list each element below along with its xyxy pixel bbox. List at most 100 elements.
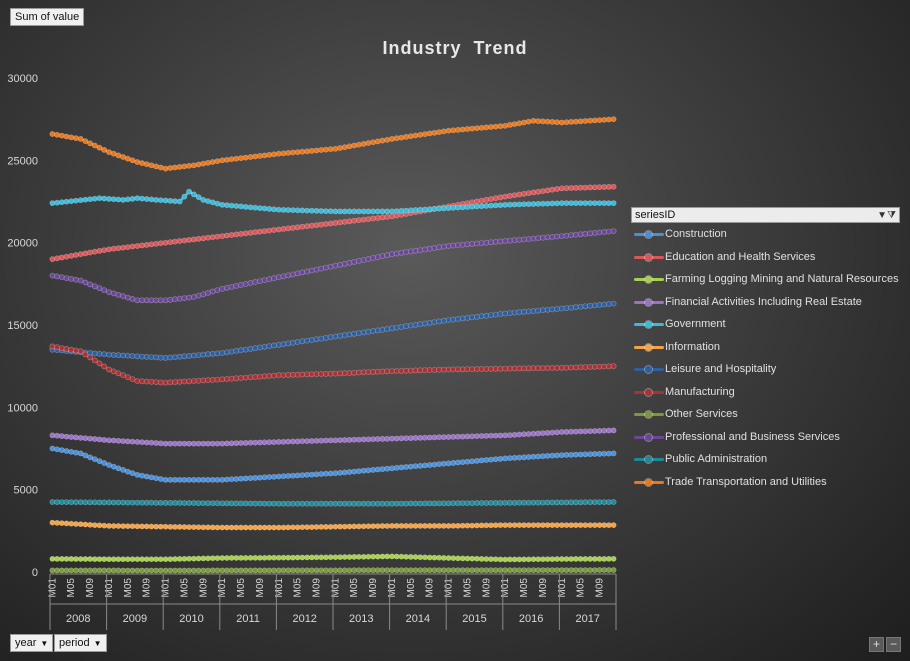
year-field-button[interactable]: year ▼ bbox=[10, 634, 54, 652]
data-point bbox=[610, 200, 617, 206]
data-point bbox=[412, 367, 419, 374]
data-point bbox=[73, 347, 79, 354]
data-point bbox=[610, 300, 617, 307]
data-point bbox=[455, 242, 461, 248]
data-point bbox=[582, 184, 589, 191]
data-point bbox=[525, 118, 532, 125]
data-point bbox=[549, 186, 556, 193]
data-point bbox=[488, 312, 494, 318]
legend-item: Other Services bbox=[631, 403, 900, 426]
data-point bbox=[271, 151, 277, 158]
period-tick-label: M05 bbox=[293, 578, 304, 598]
filter-dropdown-icon[interactable]: ▼⧩ bbox=[877, 210, 896, 221]
data-point bbox=[223, 202, 230, 209]
data-point bbox=[497, 522, 504, 528]
data-point bbox=[525, 190, 532, 196]
data-point bbox=[143, 196, 150, 202]
data-point bbox=[445, 317, 452, 323]
data-point bbox=[370, 215, 376, 222]
period-field-button[interactable]: period ▼ bbox=[54, 634, 107, 652]
data-point bbox=[190, 162, 197, 169]
legend-line-marker-icon bbox=[634, 433, 664, 441]
data-point bbox=[469, 125, 475, 132]
data-point bbox=[422, 462, 428, 469]
series-id-filter-button[interactable]: seriesID ▼⧩ bbox=[631, 207, 900, 223]
data-point bbox=[440, 205, 447, 212]
legend-label: Farming Logging Mining and Natural Resou… bbox=[665, 273, 899, 285]
data-point bbox=[351, 142, 358, 149]
data-point bbox=[106, 246, 112, 253]
y-tick-label: 30000 bbox=[7, 73, 38, 85]
data-point bbox=[143, 161, 150, 168]
data-point bbox=[195, 352, 202, 358]
data-point bbox=[96, 144, 103, 151]
data-point bbox=[355, 553, 362, 560]
data-point bbox=[327, 263, 334, 270]
data-point bbox=[87, 281, 93, 288]
expand-plus-icon[interactable]: + bbox=[869, 637, 884, 652]
data-point bbox=[120, 466, 126, 473]
data-point bbox=[285, 340, 292, 347]
data-point bbox=[247, 154, 254, 160]
data-point bbox=[299, 567, 306, 574]
data-point bbox=[73, 521, 79, 527]
data-point bbox=[365, 216, 372, 222]
data-point bbox=[299, 472, 306, 478]
data-point bbox=[502, 238, 509, 244]
data-point bbox=[285, 149, 292, 156]
data-point bbox=[157, 499, 164, 506]
data-point bbox=[469, 203, 475, 210]
data-point bbox=[450, 242, 457, 249]
data-point bbox=[525, 365, 532, 372]
data-point bbox=[384, 500, 391, 507]
y-tick-label: 5000 bbox=[14, 485, 38, 497]
year-tick-label: 2013 bbox=[349, 613, 373, 625]
legend-label: Trade Transportation and Utilities bbox=[665, 475, 827, 488]
data-point bbox=[337, 261, 343, 268]
series-government bbox=[49, 188, 617, 215]
data-point bbox=[242, 500, 249, 507]
data-point bbox=[469, 240, 475, 247]
data-point bbox=[549, 306, 556, 313]
data-point bbox=[554, 119, 560, 126]
data-point bbox=[469, 433, 475, 440]
data-point bbox=[247, 229, 254, 236]
data-point bbox=[568, 304, 575, 311]
period-tick-label: M09 bbox=[198, 578, 209, 598]
data-point bbox=[73, 449, 79, 456]
data-point bbox=[101, 556, 108, 562]
data-point bbox=[82, 279, 89, 286]
data-point bbox=[91, 195, 98, 202]
data-point bbox=[167, 239, 174, 245]
data-point bbox=[450, 316, 457, 323]
data-point bbox=[87, 140, 93, 147]
data-point bbox=[554, 499, 560, 506]
data-point bbox=[219, 350, 226, 356]
data-point bbox=[525, 567, 532, 574]
data-point bbox=[610, 567, 617, 573]
data-point bbox=[82, 138, 89, 144]
y-tick-label: 10000 bbox=[7, 402, 38, 414]
data-point bbox=[54, 199, 60, 206]
data-point bbox=[469, 366, 475, 372]
data-point bbox=[143, 241, 150, 248]
data-point bbox=[497, 194, 504, 201]
data-point bbox=[469, 567, 475, 574]
data-point bbox=[384, 368, 391, 375]
sum-of-value-field-button[interactable]: Sum of value bbox=[10, 8, 85, 26]
data-point bbox=[374, 327, 381, 334]
data-point bbox=[341, 144, 348, 151]
collapse-minus-icon[interactable]: − bbox=[886, 637, 901, 652]
data-point bbox=[73, 276, 79, 283]
data-point bbox=[200, 196, 207, 203]
legend-item: Professional and Business Services bbox=[631, 426, 900, 449]
data-point bbox=[322, 221, 329, 227]
data-point bbox=[167, 354, 174, 361]
data-point bbox=[327, 220, 334, 227]
data-point bbox=[68, 252, 75, 259]
data-point bbox=[242, 281, 249, 287]
data-point bbox=[384, 252, 391, 259]
period-tick-label: M09 bbox=[481, 578, 492, 598]
data-point bbox=[313, 336, 320, 343]
data-point bbox=[63, 198, 70, 205]
